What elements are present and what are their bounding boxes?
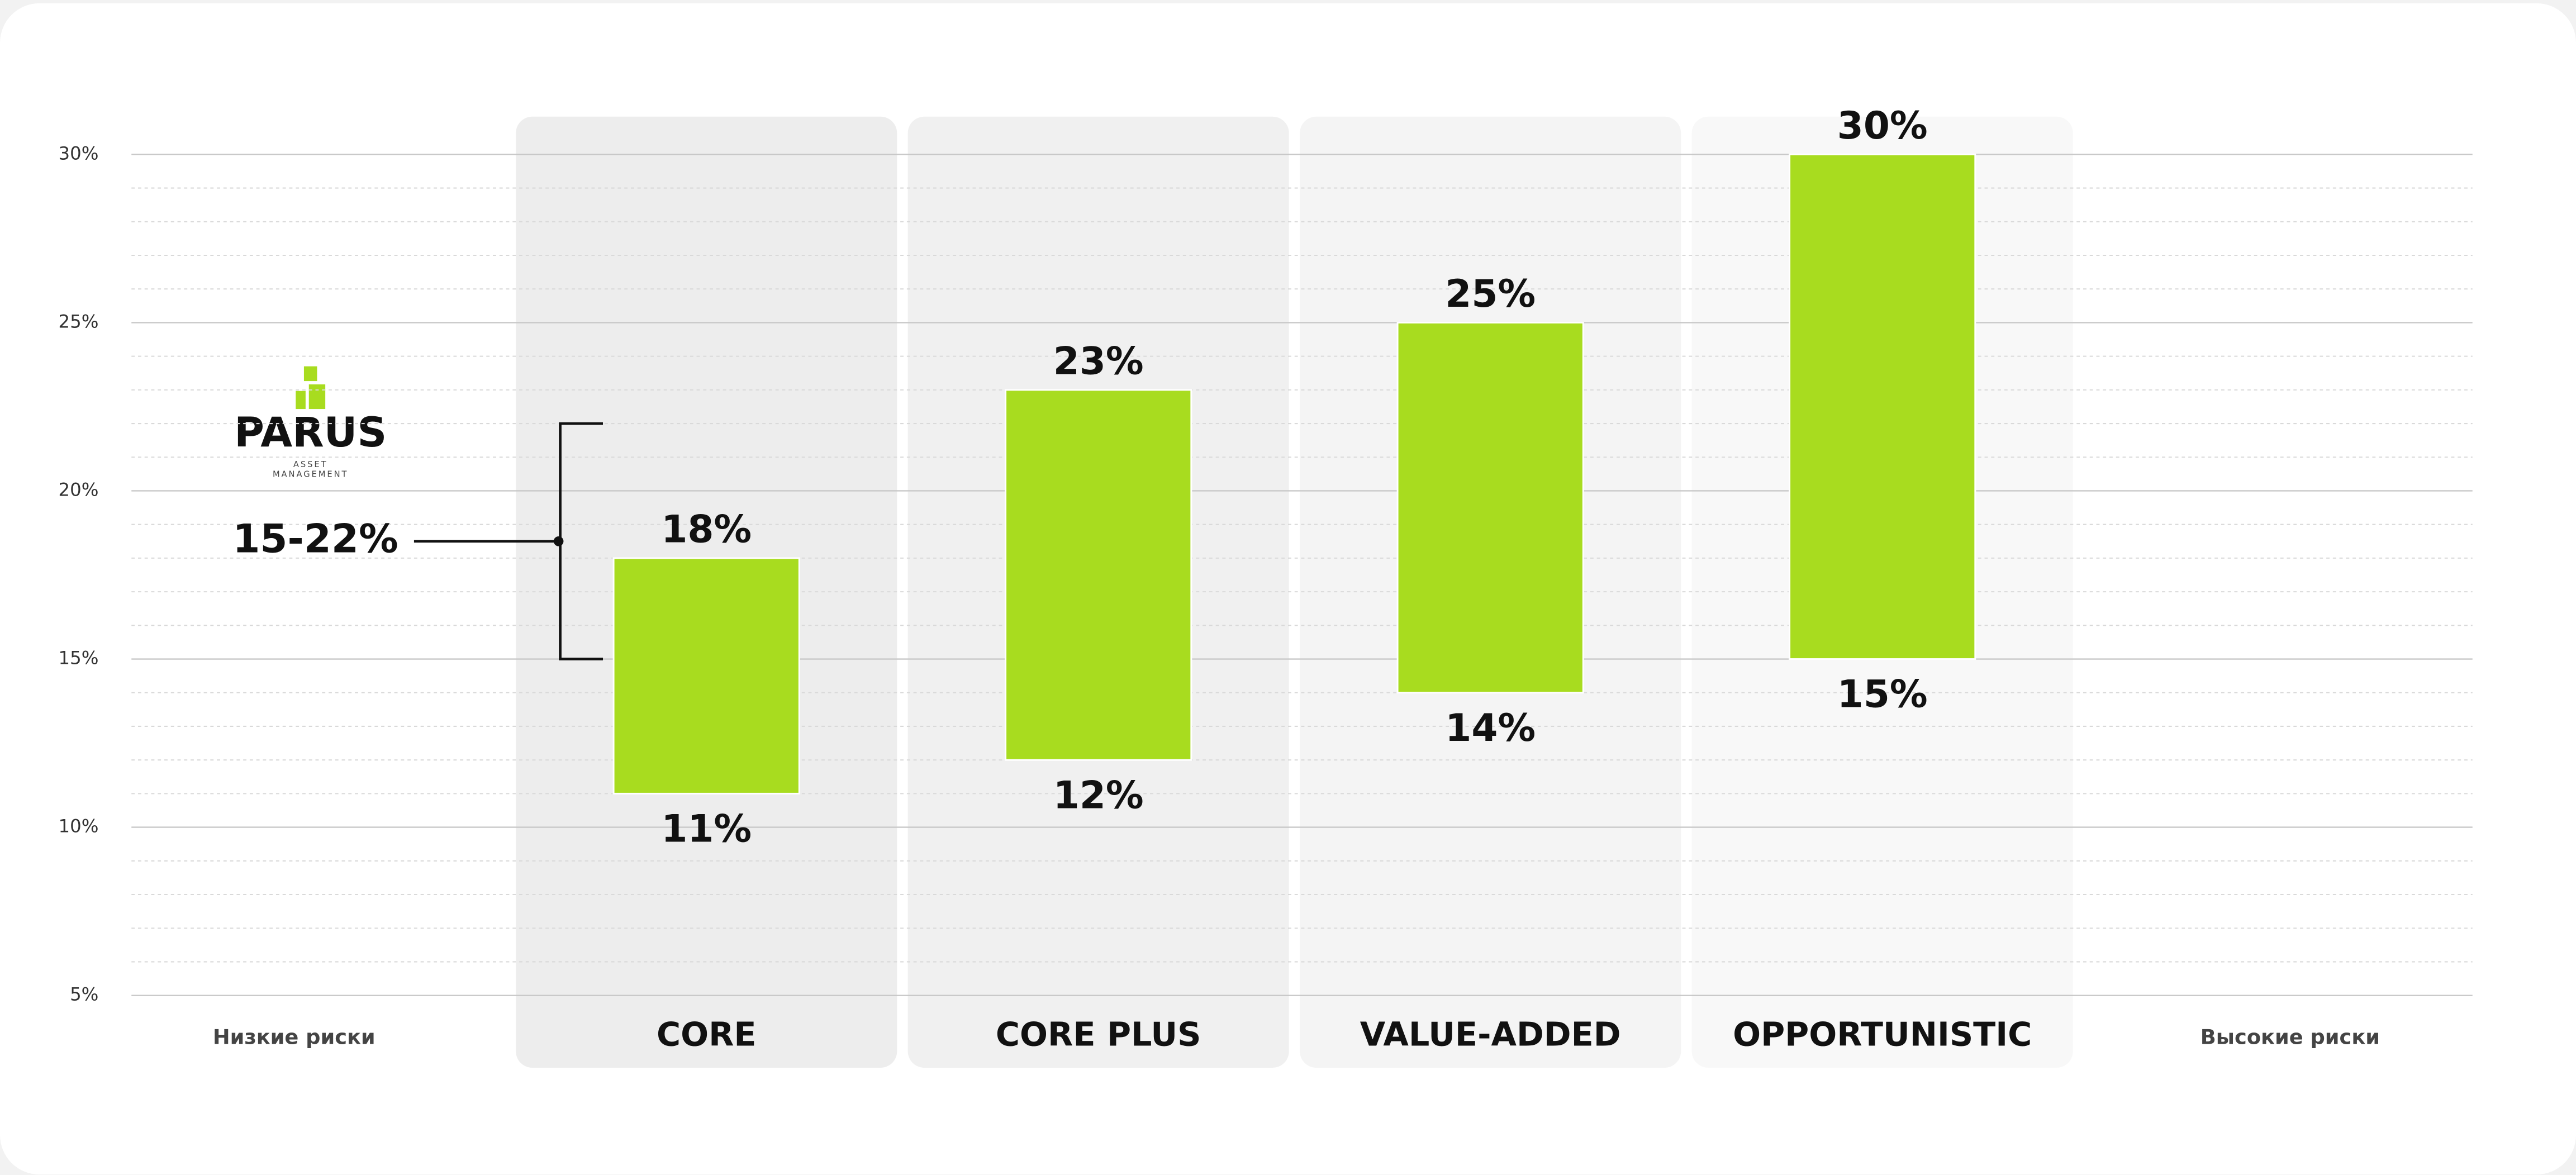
left-label: Низкие риски xyxy=(213,1025,376,1049)
high-label: 23% xyxy=(1053,339,1144,383)
y-tick-label: 5% xyxy=(70,984,98,1005)
category-label: CORE PLUS xyxy=(996,1015,1201,1053)
category-label: CORE xyxy=(657,1015,757,1053)
logo-block xyxy=(296,391,306,410)
y-tick-label: 15% xyxy=(59,648,99,669)
y-tick-label: 30% xyxy=(59,142,99,164)
logo-block xyxy=(303,366,317,382)
right-label: Высокие риски xyxy=(2200,1025,2380,1049)
logo-tagline: ASSET xyxy=(293,460,328,469)
low-label: 14% xyxy=(1445,706,1536,750)
low-label: 15% xyxy=(1837,672,1928,716)
logo-block xyxy=(308,384,326,410)
range-bar xyxy=(612,557,800,795)
range-bar xyxy=(1396,321,1584,694)
low-label: 12% xyxy=(1053,773,1144,817)
range-bar xyxy=(1789,153,1976,660)
low-label: 11% xyxy=(661,807,752,851)
annotation-text: 15-22% xyxy=(232,516,398,562)
high-label: 30% xyxy=(1837,103,1928,148)
logo-name: PARUS xyxy=(234,409,387,456)
category-label: VALUE-ADDED xyxy=(1360,1015,1621,1053)
annotation-dot xyxy=(553,536,564,546)
high-label: 18% xyxy=(661,507,752,551)
logo-tagline: MANAGEMENT xyxy=(273,470,348,479)
y-tick-label: 25% xyxy=(59,311,99,332)
y-tick-label: 10% xyxy=(59,816,99,837)
y-tick-label: 20% xyxy=(59,479,99,500)
range-bar xyxy=(1005,389,1192,761)
high-label: 25% xyxy=(1445,272,1536,316)
logo: PARUS ASSET MANAGEMENT xyxy=(234,366,387,479)
category-label: OPPORTUNISTIC xyxy=(1733,1015,2032,1053)
